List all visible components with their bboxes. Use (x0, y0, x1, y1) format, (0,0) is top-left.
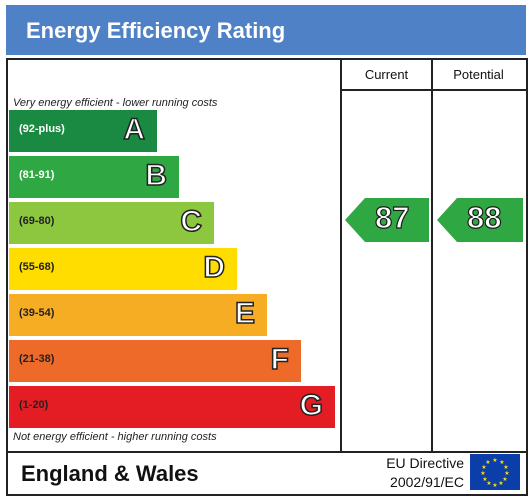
region-label: England & Wales (21, 461, 199, 486)
potential-rating-arrow-shape (437, 198, 523, 242)
current-rating-arrow-value: 87 (374, 199, 410, 235)
band-e: (39-54) E (9, 294, 267, 336)
svg-text:★: ★ (504, 470, 509, 477)
band-range-label: (55-68) (19, 261, 55, 273)
eu-directive: EU Directive 2002/91/EC (386, 454, 464, 492)
band-letter: F (270, 342, 290, 377)
divider-current (340, 58, 342, 451)
band-letter: A (123, 112, 146, 147)
band-d: (55-68) D (9, 248, 237, 290)
band-range-label: (1-20) (19, 399, 49, 411)
potential-rating-arrow-value: 88 (466, 199, 502, 235)
band-letter: C (180, 204, 203, 239)
directive-line-2: 2002/91/EC (390, 474, 464, 490)
svg-text:★: ★ (481, 464, 486, 471)
band-letter: G (299, 388, 324, 423)
band-g: (1-20) G (9, 386, 335, 428)
band-letter: D (203, 250, 226, 285)
footer: England & Wales EU Directive 2002/91/EC … (6, 450, 528, 496)
band-f: (21-38) F (9, 340, 301, 382)
band-range-label: (69-80) (19, 215, 55, 227)
svg-text:★: ★ (492, 457, 497, 464)
directive-line-1: EU Directive (386, 455, 464, 471)
band-range-label: (92-plus) (19, 123, 65, 135)
note-inefficient: Not energy efficient - higher running co… (13, 431, 217, 443)
svg-text:★: ★ (482, 476, 487, 483)
svg-text:★: ★ (486, 480, 491, 487)
eu-flag-icon: ★ ★ ★ ★ ★ ★ ★ ★ ★ ★ ★ ★ (470, 454, 520, 490)
svg-text:★: ★ (502, 476, 507, 483)
band-letter: E (234, 296, 256, 331)
band-range-label: (21-38) (19, 353, 55, 365)
chart-title: Energy Efficiency Rating (26, 18, 286, 43)
header-bar: Energy Efficiency Rating (6, 5, 526, 55)
current-rating-arrow-shape (345, 198, 429, 242)
band-letter: B (145, 158, 168, 193)
divider-potential (431, 58, 433, 451)
band-range-label: (81-91) (19, 169, 55, 181)
note-efficient: Very energy efficient - lower running co… (13, 97, 218, 109)
svg-text:★: ★ (480, 470, 485, 477)
column-header-potential: Potential (453, 67, 504, 82)
column-header-current: Current (364, 67, 409, 82)
band-b: (81-91) B (9, 156, 179, 198)
rating-frame (6, 58, 528, 453)
column-header-divider (340, 89, 526, 91)
svg-text:★: ★ (492, 482, 497, 489)
band-c: (69-80) C (9, 202, 214, 244)
potential-rating-arrow: 88 (437, 198, 523, 242)
svg-text:★: ★ (503, 464, 508, 471)
svg-text:★: ★ (498, 480, 503, 487)
svg-text:★: ★ (485, 459, 490, 466)
svg-text:★: ★ (499, 459, 504, 466)
band-range-label: (39-54) (19, 307, 55, 319)
band-a: (92-plus) A (9, 110, 157, 152)
current-rating-arrow: 87 (345, 198, 429, 242)
